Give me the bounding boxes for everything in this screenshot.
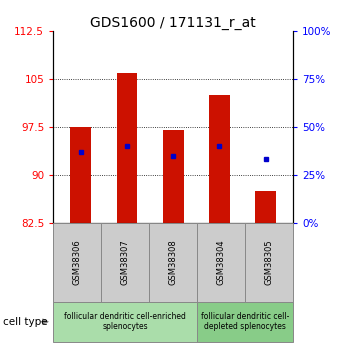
FancyArrowPatch shape xyxy=(41,319,48,324)
Bar xyxy=(101,223,149,302)
Bar xyxy=(255,190,276,223)
Text: follicular dendritic cell-
depleted splenocytes: follicular dendritic cell- depleted sple… xyxy=(201,312,289,332)
Bar xyxy=(117,72,138,223)
Bar xyxy=(209,95,230,223)
Text: GSM38304: GSM38304 xyxy=(217,239,226,285)
Text: GSM38305: GSM38305 xyxy=(265,239,274,285)
Bar xyxy=(149,223,197,302)
Bar xyxy=(53,302,197,342)
Bar xyxy=(245,223,293,302)
Bar xyxy=(197,223,245,302)
Bar xyxy=(70,127,91,223)
Bar xyxy=(197,302,293,342)
Text: cell type: cell type xyxy=(3,317,47,327)
Bar xyxy=(53,223,101,302)
Text: follicular dendritic cell-enriched
splenocytes: follicular dendritic cell-enriched splen… xyxy=(64,312,186,332)
Title: GDS1600 / 171131_r_at: GDS1600 / 171131_r_at xyxy=(90,16,256,30)
Text: GSM38308: GSM38308 xyxy=(169,239,178,285)
Bar xyxy=(163,130,184,223)
Text: GSM38306: GSM38306 xyxy=(73,239,82,285)
Text: GSM38307: GSM38307 xyxy=(121,239,130,285)
